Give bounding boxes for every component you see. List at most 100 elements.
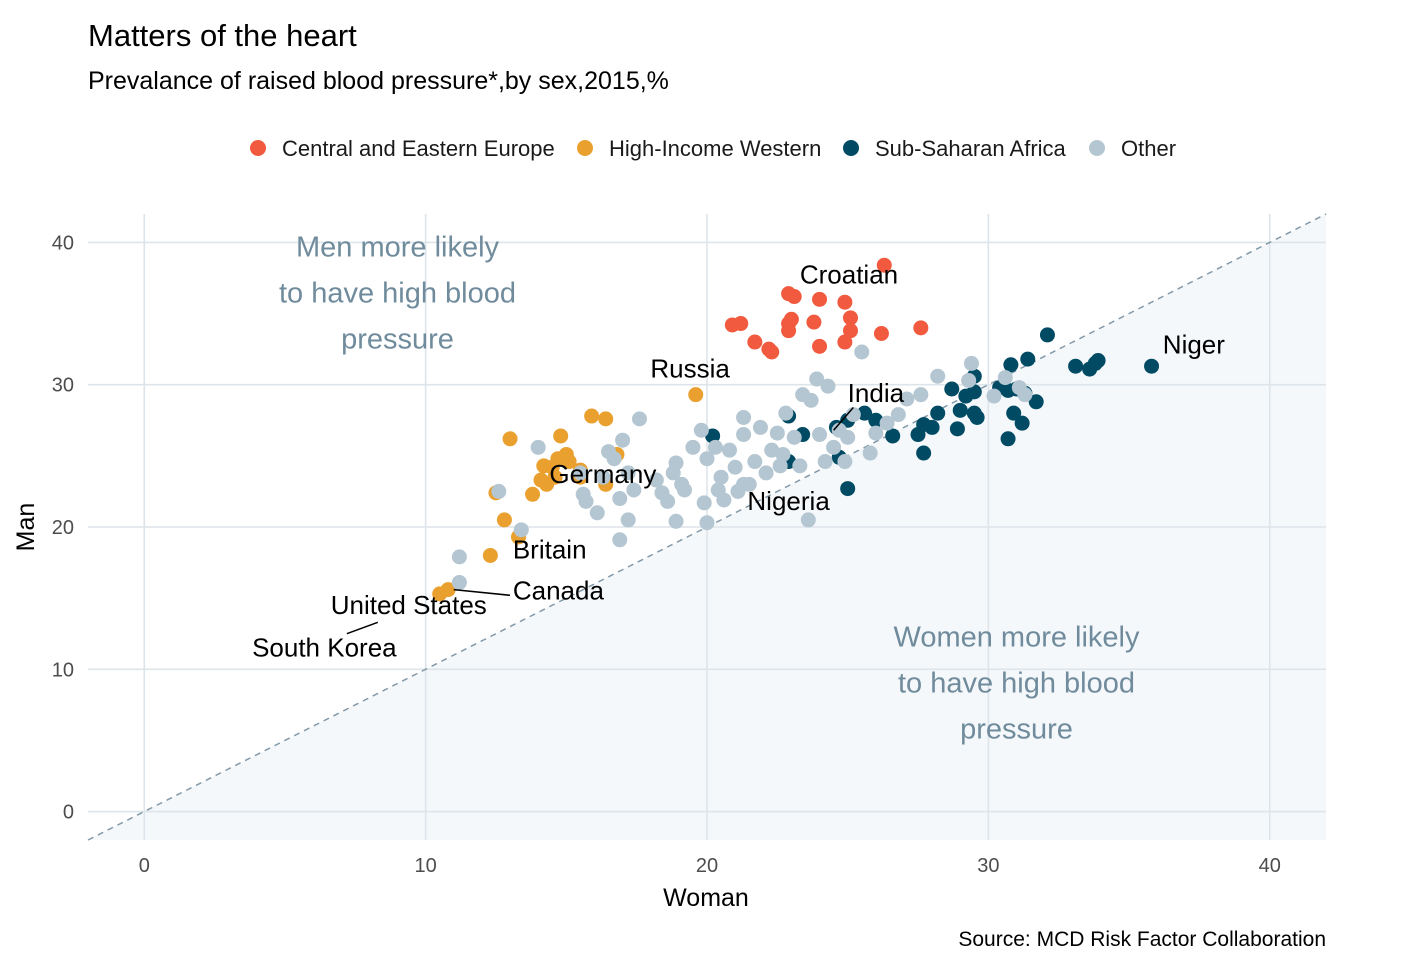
data-point (924, 419, 940, 435)
data-point (598, 411, 614, 427)
annotations: Men more likely to have high blood pressur… (279, 232, 1140, 746)
data-point (1000, 431, 1016, 447)
data-point (800, 512, 816, 528)
data-point (837, 334, 853, 350)
data-point (930, 405, 946, 421)
data-point (451, 549, 467, 565)
data-point (854, 344, 870, 360)
data-point (620, 465, 636, 481)
x-tick-label: 30 (977, 855, 999, 877)
data-point (648, 472, 664, 488)
data-point (553, 428, 569, 444)
data-point (752, 419, 768, 435)
data-point (781, 323, 797, 339)
country-label: India (848, 378, 905, 408)
legend-swatch (577, 140, 593, 156)
y-tick-label: 30 (52, 375, 74, 397)
data-point (595, 469, 611, 485)
data-point (775, 446, 791, 462)
data-point (930, 368, 946, 384)
data-point (812, 427, 828, 443)
data-point (660, 493, 676, 509)
data-point (572, 465, 588, 481)
data-point (716, 492, 732, 508)
data-point (952, 402, 968, 418)
data-point (1003, 357, 1019, 373)
data-point (561, 454, 577, 470)
data-point (722, 442, 738, 458)
data-point (862, 445, 878, 461)
data-point (440, 582, 456, 598)
data-point (606, 451, 622, 467)
data-point (612, 532, 628, 548)
data-point (840, 429, 856, 445)
data-point (676, 482, 692, 498)
data-point (840, 481, 856, 497)
data-point (966, 384, 982, 400)
legend-label: High-Income Western (609, 136, 821, 161)
data-point (584, 408, 600, 424)
data-point (764, 442, 780, 458)
label-leader-line (453, 588, 511, 597)
data-point (685, 439, 701, 455)
data-point (885, 428, 901, 444)
data-point (944, 381, 960, 397)
data-point (1028, 394, 1044, 410)
data-point (963, 355, 979, 371)
data-point (502, 431, 518, 447)
y-tick-label: 20 (52, 517, 74, 539)
data-point (826, 439, 842, 455)
country-label: Croatian (800, 260, 898, 290)
data-point (747, 454, 763, 470)
data-point (696, 495, 712, 511)
data-point (547, 469, 563, 485)
data-point (873, 326, 889, 342)
region-annotation-line: Men more likely (296, 232, 500, 264)
data-point (668, 513, 684, 529)
country-label: South Korea (252, 632, 397, 662)
data-point (530, 439, 546, 455)
y-axis-ticks: 0 10 20 30 40 (52, 232, 74, 823)
data-point (809, 371, 825, 387)
data-point (626, 482, 642, 498)
data-point (733, 316, 749, 332)
data-point (1144, 358, 1160, 374)
data-point (451, 574, 467, 590)
label-leader-lines (346, 407, 854, 635)
data-point (890, 407, 906, 423)
data-point (783, 311, 799, 327)
data-point (525, 486, 541, 502)
legend-label: Central and Eastern Europe (282, 136, 555, 161)
data-point (1020, 351, 1036, 367)
region-annotation-line: Women more likely (893, 622, 1140, 654)
data-point (837, 294, 853, 310)
x-tick-label: 0 (139, 855, 150, 877)
legend-swatch (843, 140, 859, 156)
data-point (736, 409, 752, 425)
country-label: Germany (549, 459, 656, 489)
data-point (1017, 387, 1033, 403)
region-annotation-line: pressure (960, 714, 1073, 746)
data-point (842, 323, 858, 339)
data-point (837, 454, 853, 470)
country-label: Niger (1163, 329, 1225, 359)
data-point (727, 459, 743, 475)
data-point (868, 425, 884, 441)
data-point (589, 505, 605, 521)
data-point (949, 421, 965, 437)
country-label: Canada (513, 576, 605, 606)
region-annotation-line: to have high blood (898, 668, 1135, 700)
data-point (913, 387, 929, 403)
data-point (482, 547, 498, 563)
plot-area: Men more likely to have high blood pressur… (87, 213, 1327, 841)
data-point (916, 445, 932, 461)
data-point (857, 405, 873, 421)
data-point (876, 257, 892, 273)
data-point (899, 391, 915, 407)
country-label: United States (331, 590, 487, 620)
data-point (778, 405, 794, 421)
legend: Central and Eastern Europe High-Income We… (250, 136, 1176, 161)
data-point (817, 454, 833, 470)
data-point (997, 370, 1013, 386)
